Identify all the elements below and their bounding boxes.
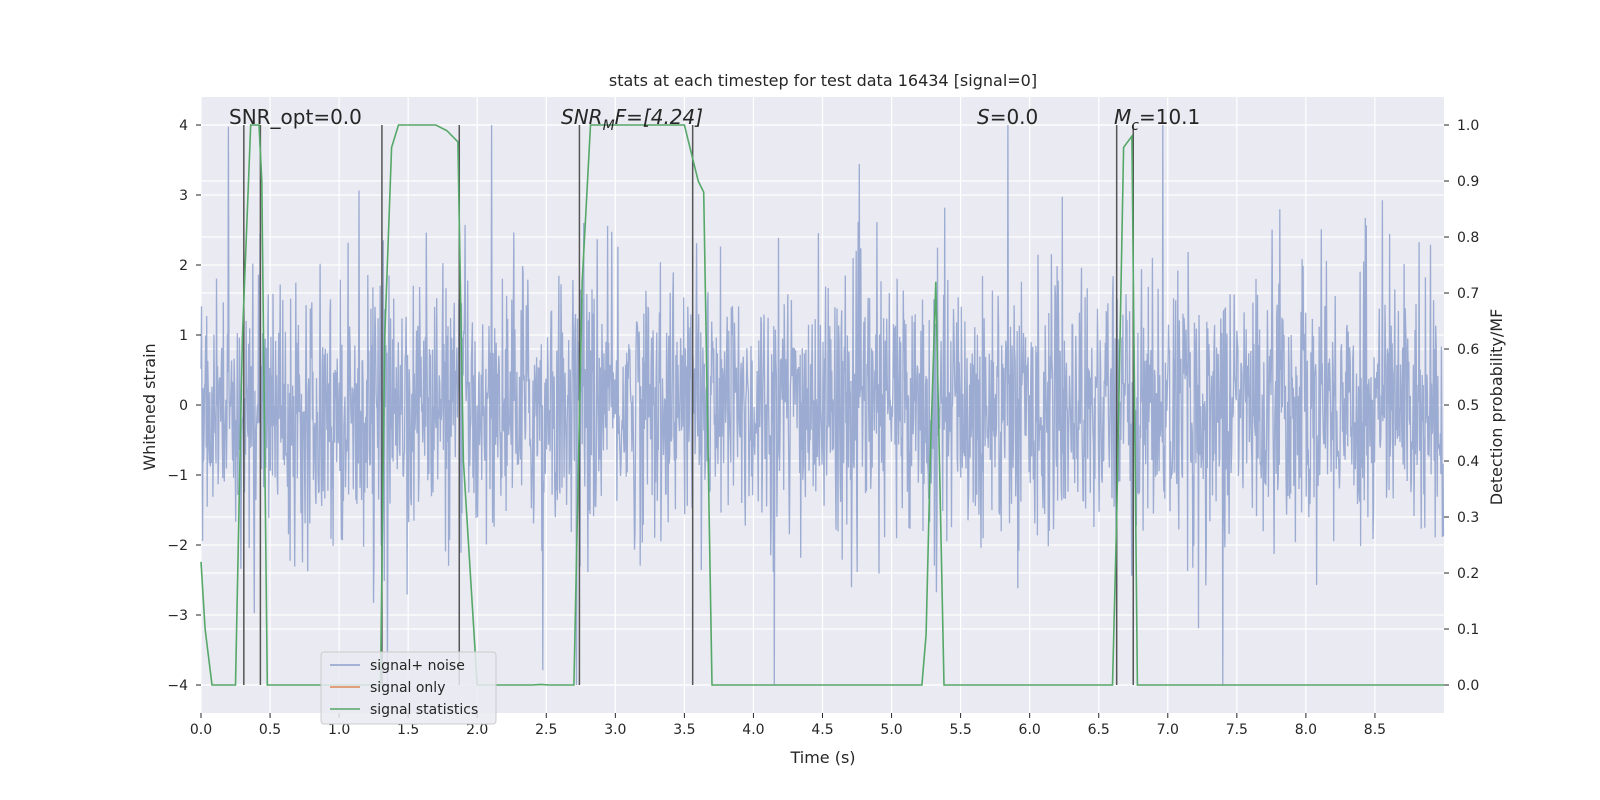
y-tick-label-right: 0.7 bbox=[1457, 286, 1479, 302]
annotation-snr-mf-sub: M bbox=[603, 118, 615, 134]
y-tick-label: 3 bbox=[179, 188, 188, 204]
x-tick-label: 3.5 bbox=[673, 722, 695, 738]
legend-label-signal-only: signal only bbox=[370, 680, 445, 696]
annotation-snr-mf: SNRMF=[4.24] bbox=[561, 105, 703, 134]
y-tick-label-right: 0.8 bbox=[1457, 230, 1479, 246]
y-tick-label: −1 bbox=[167, 468, 188, 484]
y-tick-label-right: 0.6 bbox=[1457, 342, 1479, 358]
y-tick-label: −4 bbox=[167, 678, 188, 694]
x-tick-label: 0.5 bbox=[259, 722, 281, 738]
y-tick-label-right: 0.0 bbox=[1457, 678, 1479, 694]
y-tick-label: 0 bbox=[179, 398, 188, 414]
x-tick-label: 6.0 bbox=[1019, 722, 1041, 738]
annotation-snr-mf-main: SNR bbox=[561, 105, 603, 129]
annotation-s: S=0.0 bbox=[977, 105, 1038, 129]
y-axis-label-right: Detection probability/MF bbox=[1487, 309, 1506, 506]
legend-label-signal-statistics: signal statistics bbox=[370, 702, 478, 718]
signal-noise-trace bbox=[200, 124, 1445, 686]
annotation-mc: Mc=10.1 bbox=[1114, 105, 1200, 134]
annotation-mc-sub: c bbox=[1131, 118, 1139, 134]
y-tick-label-right: 1.0 bbox=[1457, 118, 1479, 134]
x-tick-label: 7.0 bbox=[1157, 722, 1179, 738]
x-tick-label: 0.0 bbox=[190, 722, 212, 738]
annotation-s-main: S bbox=[977, 105, 990, 129]
x-tick-label: 1.5 bbox=[397, 722, 419, 738]
y-ticks-left: 4 3 2 1 0 −1 −2 −3 −4 bbox=[167, 118, 201, 694]
noise-series bbox=[200, 124, 1445, 686]
y-tick-label-right: 0.3 bbox=[1457, 510, 1479, 526]
x-tick-label: 2.0 bbox=[466, 722, 488, 738]
annotation-mc-tail: =10.1 bbox=[1139, 105, 1200, 129]
chart-title: stats at each timestep for test data 164… bbox=[609, 71, 1037, 90]
y-tick-label-right: 0.2 bbox=[1457, 566, 1479, 582]
x-tick-label: 6.5 bbox=[1088, 722, 1110, 738]
y-tick-label-right: 0.4 bbox=[1457, 454, 1479, 470]
y-tick-label: −3 bbox=[167, 608, 188, 624]
x-axis-label: Time (s) bbox=[789, 748, 855, 767]
legend-label-signal-noise: signal+ noise bbox=[370, 658, 465, 674]
annotation-mc-main: M bbox=[1114, 105, 1131, 129]
annotation-snr-mf-tail: F=[4.24] bbox=[615, 105, 703, 129]
x-tick-label: 7.5 bbox=[1226, 722, 1248, 738]
y-tick-label-right: 0.1 bbox=[1457, 622, 1479, 638]
x-tick-label: 2.5 bbox=[535, 722, 557, 738]
y-tick-label: 2 bbox=[179, 258, 188, 274]
x-tick-label: 5.0 bbox=[880, 722, 902, 738]
annotation-snr-opt: SNR_opt=0.0 bbox=[229, 105, 362, 129]
y-tick-label: 4 bbox=[179, 118, 188, 134]
y-tick-label-right: 0.5 bbox=[1457, 398, 1479, 414]
y-ticks-right: 1.0 0.9 0.8 0.7 0.6 0.5 0.4 0.3 0.2 0.1 0.0 bbox=[1444, 118, 1479, 694]
signal-statistics-line bbox=[200, 124, 1444, 686]
x-tick-label: 5.5 bbox=[949, 722, 971, 738]
x-tick-label: 4.5 bbox=[811, 722, 833, 738]
x-ticks: 0.0 0.5 1.0 1.5 2.0 2.5 3.0 3.5 4.0 4.5 5.0 5.5 6.0 6… bbox=[190, 713, 1386, 738]
legend-box bbox=[320, 651, 497, 725]
x-tick-label: 4.0 bbox=[742, 722, 764, 738]
x-tick-label: 8.0 bbox=[1295, 722, 1317, 738]
x-tick-label: 8.5 bbox=[1364, 722, 1386, 738]
x-tick-label: 1.0 bbox=[328, 722, 350, 738]
y-tick-label: 1 bbox=[179, 328, 188, 344]
x-tick-label: 3.0 bbox=[604, 722, 626, 738]
legend: signal+ noise signal only signal statist… bbox=[320, 651, 497, 725]
y-axis-label: Whitened strain bbox=[140, 343, 159, 470]
y-tick-label: −2 bbox=[167, 538, 188, 554]
annotation-s-tail: =0.0 bbox=[990, 105, 1039, 129]
y-tick-label-right: 0.9 bbox=[1457, 174, 1479, 190]
